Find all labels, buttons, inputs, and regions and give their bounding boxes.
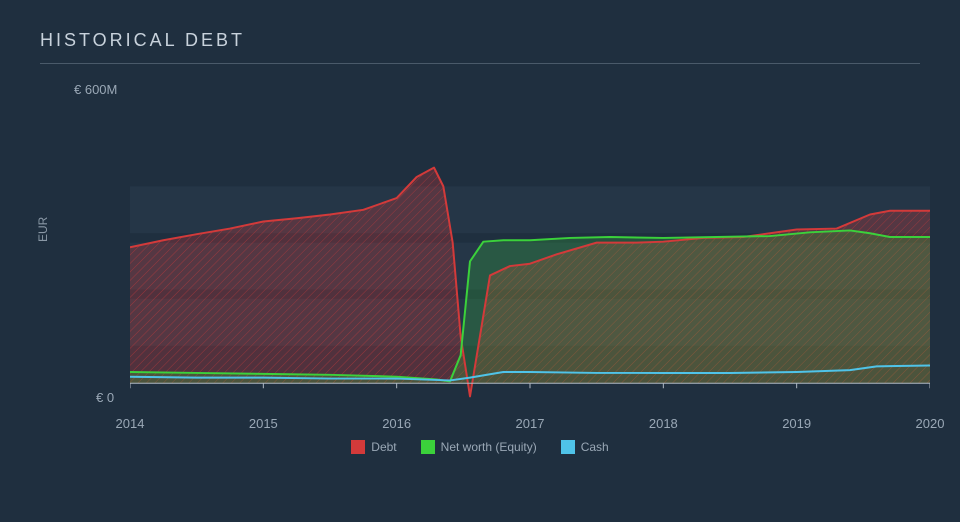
y-top-label: € 600M [74,82,117,97]
chart-area: € 600M € 0 EUR 2014201520162017201820192… [40,82,920,462]
chart-container: HISTORICAL DEBT € 600M € 0 EUR 2014 2015 2… [0,0,960,522]
x-tick-label: 2020 [916,416,945,431]
legend-label: Net worth (Equity) [441,440,537,454]
x-tick-label: 2018 [649,416,678,431]
x-tick-label: 2014 [116,416,145,431]
x-tick-label: 2016 [382,416,411,431]
x-tick-label: 2015 [249,416,278,431]
legend-item: Cash [561,440,609,454]
legend-swatch [351,440,365,454]
legend-item: Net worth (Equity) [421,440,537,454]
y-axis-label: EUR [36,217,50,242]
title-wrap: HISTORICAL DEBT [40,30,920,64]
y-bottom-label: € 0 [96,390,114,405]
legend-swatch [561,440,575,454]
legend-item: Debt [351,440,396,454]
chart-title: HISTORICAL DEBT [40,30,920,51]
x-axis-ticks: 2014201520162017201820192020 [130,412,930,432]
chart-legend: Debt Net worth (Equity) Cash [40,440,920,457]
legend-swatch [421,440,435,454]
legend-label: Debt [371,440,396,454]
legend-label: Cash [581,440,609,454]
x-tick-label: 2017 [516,416,545,431]
x-tick-label: 2019 [782,416,811,431]
chart-plot [130,102,930,402]
